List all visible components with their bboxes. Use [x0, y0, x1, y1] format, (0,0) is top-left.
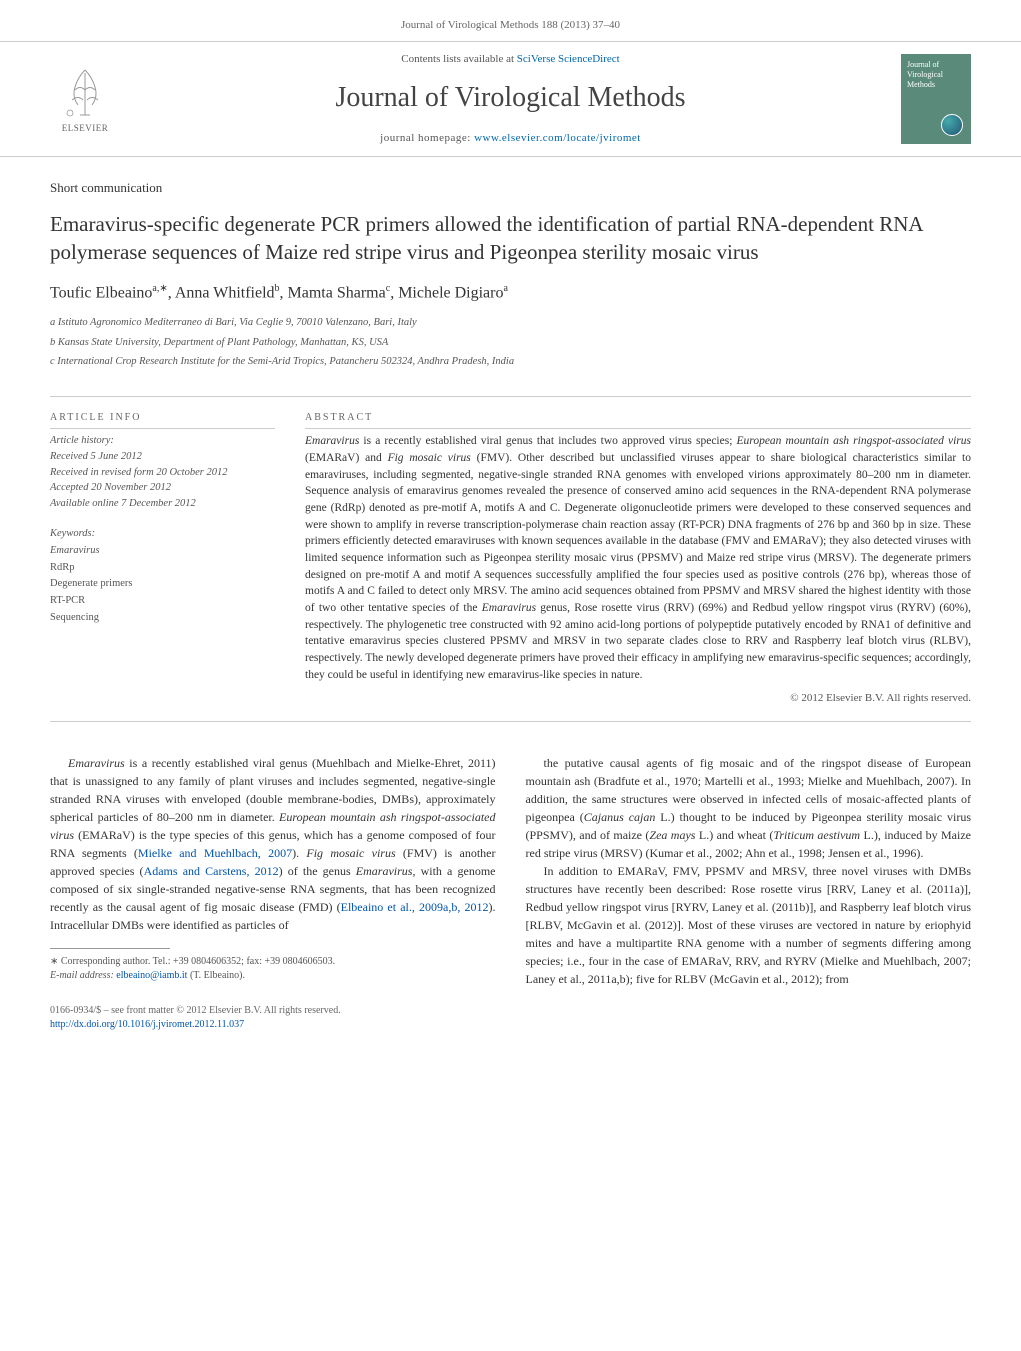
- affiliation-b: b Kansas State University, Department of…: [50, 335, 971, 351]
- article-header: Short communication Emaravirus-specific …: [0, 157, 1021, 382]
- elsevier-logo: ELSEVIER: [50, 59, 120, 139]
- affiliation-a: a Istituto Agronomico Mediterraneo di Ba…: [50, 315, 971, 331]
- keywords-label: Keywords:: [50, 526, 275, 543]
- body-left-column: Emaravirus is a recently established vir…: [50, 754, 496, 988]
- history-accepted: Accepted 20 November 2012: [50, 480, 275, 496]
- body-right-column: the putative causal agents of fig mosaic…: [526, 754, 972, 988]
- sciencedirect-link[interactable]: SciVerse ScienceDirect: [517, 53, 620, 65]
- page-footer: 0166-0934/$ – see front matter © 2012 El…: [0, 988, 1021, 1052]
- affiliation-c: c International Crop Research Institute …: [50, 354, 971, 370]
- body-columns: Emaravirus is a recently established vir…: [0, 736, 1021, 988]
- abstract-heading: ABSTRACT: [305, 411, 971, 429]
- history-revised: Received in revised form 20 October 2012: [50, 465, 275, 481]
- section-label: Short communication: [50, 179, 971, 197]
- body-paragraph: In addition to EMARaV, FMV, PPSMV and MR…: [526, 862, 972, 988]
- contents-prefix: Contents lists available at: [401, 53, 516, 65]
- keywords-block: Keywords: EmaravirusRdRpDegenerate prime…: [50, 526, 275, 627]
- masthead: ELSEVIER Contents lists available at Sci…: [0, 41, 1021, 157]
- email-link[interactable]: elbeaino@iamb.it: [116, 970, 187, 981]
- keyword-item: RdRp: [50, 560, 275, 577]
- keyword-item: RT-PCR: [50, 593, 275, 610]
- email-label: E-mail address:: [50, 970, 116, 981]
- masthead-center: Contents lists available at SciVerse Sci…: [140, 52, 881, 146]
- abstract-column: ABSTRACT Emaravirus is a recently establ…: [305, 411, 971, 706]
- cover-graphic-icon: [941, 114, 963, 136]
- running-head: Journal of Virological Methods 188 (2013…: [0, 0, 1021, 41]
- journal-cover-thumbnail: Journal of Virological Methods: [901, 54, 971, 144]
- history-label: Article history:: [50, 433, 275, 449]
- body-paragraph: Emaravirus is a recently established vir…: [50, 754, 496, 934]
- contents-available-line: Contents lists available at SciVerse Sci…: [140, 52, 881, 67]
- homepage-line: journal homepage: www.elsevier.com/locat…: [140, 131, 881, 146]
- section-divider: [50, 721, 971, 722]
- article-title: Emaravirus-specific degenerate PCR prime…: [50, 210, 971, 267]
- doi-link[interactable]: http://dx.doi.org/10.1016/j.jviromet.201…: [50, 1019, 244, 1030]
- article-info-heading: ARTICLE INFO: [50, 411, 275, 429]
- article-info-column: ARTICLE INFO Article history: Received 5…: [50, 411, 275, 706]
- info-abstract-row: ARTICLE INFO Article history: Received 5…: [0, 411, 1021, 706]
- homepage-prefix: journal homepage:: [380, 132, 474, 144]
- elsevier-label: ELSEVIER: [62, 122, 109, 135]
- homepage-link[interactable]: www.elsevier.com/locate/jviromet: [474, 132, 641, 144]
- body-paragraph: the putative causal agents of fig mosaic…: [526, 754, 972, 862]
- authors-line: Toufic Elbeainoa,∗, Anna Whitfieldb, Mam…: [50, 282, 971, 305]
- history-online: Available online 7 December 2012: [50, 496, 275, 512]
- history-received: Received 5 June 2012: [50, 449, 275, 465]
- elsevier-tree-icon: [60, 65, 110, 120]
- corresponding-author-footnote: ∗ Corresponding author. Tel.: +39 080460…: [50, 955, 496, 969]
- email-footnote: E-mail address: elbeaino@iamb.it (T. Elb…: [50, 969, 496, 983]
- abstract-copyright: © 2012 Elsevier B.V. All rights reserved…: [305, 691, 971, 706]
- footer-copyright-line: 0166-0934/$ – see front matter © 2012 El…: [50, 1004, 971, 1018]
- section-divider: [50, 396, 971, 397]
- journal-name: Journal of Virological Methods: [140, 78, 881, 117]
- keyword-item: Sequencing: [50, 610, 275, 627]
- email-person: (T. Elbeaino).: [187, 970, 245, 981]
- footnote-divider: [50, 948, 170, 949]
- article-history-block: Article history: Received 5 June 2012 Re…: [50, 433, 275, 512]
- keyword-item: Degenerate primers: [50, 576, 275, 593]
- keyword-item: Emaravirus: [50, 543, 275, 560]
- abstract-text: Emaravirus is a recently established vir…: [305, 433, 971, 683]
- cover-title-text: Journal of Virological Methods: [907, 60, 943, 88]
